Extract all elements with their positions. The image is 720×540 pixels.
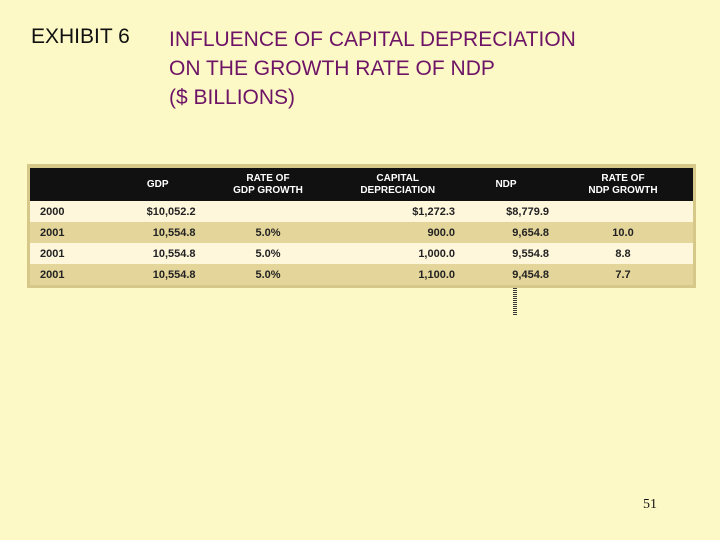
cell-gdp: 10,554.8 xyxy=(152,226,196,239)
table-frame: GDP RATE OF GDP GROWTH CAPITAL DEPRECIAT… xyxy=(27,164,696,288)
cell-ndp-growth: 7.7 xyxy=(615,268,631,281)
cell-gdp-growth: 5.0% xyxy=(255,226,281,239)
table-row: 2001 10,554.8 5.0% 1,100.0 9,454.8 7.7 xyxy=(30,264,693,285)
exhibit-title: INFLUENCE OF CAPITAL DEPRECIATION ON THE… xyxy=(169,25,576,112)
cell-year: 2000 xyxy=(40,205,65,218)
cell-gdp-growth: 5.0% xyxy=(255,268,281,281)
cell-ndp-growth xyxy=(553,201,693,222)
cell-capital-depreciation: 900.0 xyxy=(427,226,456,239)
table-row: 2001 10,554.8 5.0% 900.0 9,654.8 10.0 xyxy=(30,222,693,243)
table-row: 2000 $10,052.2 $1,272.3 $8,779.9 xyxy=(30,201,693,222)
header-ndp-line-1: NDP xyxy=(495,178,517,190)
dotted-divider xyxy=(513,288,517,316)
cell-ndp-growth: 10.0 xyxy=(612,226,634,239)
cell-gdp-growth: 5.0% xyxy=(255,247,281,260)
header-gdp: GDP xyxy=(116,168,200,201)
exhibit-label: EXHIBIT 6 xyxy=(31,25,130,48)
cell-ndp: 9,454.8 xyxy=(512,268,549,281)
header-capital-depreciation-line-1: CAPITAL xyxy=(376,172,420,184)
cell-ndp: $8,779.9 xyxy=(506,205,549,218)
title-line-1: INFLUENCE OF CAPITAL DEPRECIATION xyxy=(169,28,576,51)
header-ndp-growth-line-1: RATE OF xyxy=(601,172,645,184)
cell-capital-depreciation: 1,100.0 xyxy=(418,268,456,281)
cell-ndp: 9,554.8 xyxy=(512,247,549,260)
page-number: 51 xyxy=(643,497,657,512)
header-ndp-growth: RATE OF NDP GROWTH xyxy=(553,168,693,201)
header-ndp-growth-line-2: NDP GROWTH xyxy=(588,184,658,196)
cell-gdp: 10,554.8 xyxy=(152,247,196,260)
cell-year: 2001 xyxy=(40,268,65,281)
header-capital-depreciation-line-2: DEPRECIATION xyxy=(360,184,436,196)
cell-capital-depreciation: 1,000.0 xyxy=(418,247,456,260)
title-line-3: ($ BILLIONS) xyxy=(169,86,296,109)
cell-gdp: 10,554.8 xyxy=(152,268,196,281)
cell-ndp-growth: 8.8 xyxy=(615,247,631,260)
cell-gdp: $10,052.2 xyxy=(146,205,196,218)
cell-year: 2001 xyxy=(40,226,65,239)
header-gdp-growth: RATE OF GDP GROWTH xyxy=(200,168,337,201)
header-year xyxy=(30,168,116,201)
cell-capital-depreciation: $1,272.3 xyxy=(412,205,456,218)
header-capital-depreciation: CAPITAL DEPRECIATION xyxy=(336,168,459,201)
table-row: 2001 10,554.8 5.0% 1,000.0 9,554.8 8.8 xyxy=(30,243,693,264)
header-ndp: NDP xyxy=(459,168,553,201)
header-gdp-line-1: GDP xyxy=(146,178,169,190)
cell-year: 2001 xyxy=(40,247,65,260)
header-gdp-growth-line-1: RATE OF xyxy=(246,172,290,184)
cell-gdp-growth xyxy=(200,201,337,222)
header-gdp-growth-line-2: GDP GROWTH xyxy=(233,184,303,196)
table-header-row: GDP RATE OF GDP GROWTH CAPITAL DEPRECIAT… xyxy=(30,168,693,201)
cell-ndp: 9,654.8 xyxy=(512,226,549,239)
data-table: GDP RATE OF GDP GROWTH CAPITAL DEPRECIAT… xyxy=(30,168,693,285)
title-line-2: ON THE GROWTH RATE OF NDP xyxy=(169,57,495,80)
